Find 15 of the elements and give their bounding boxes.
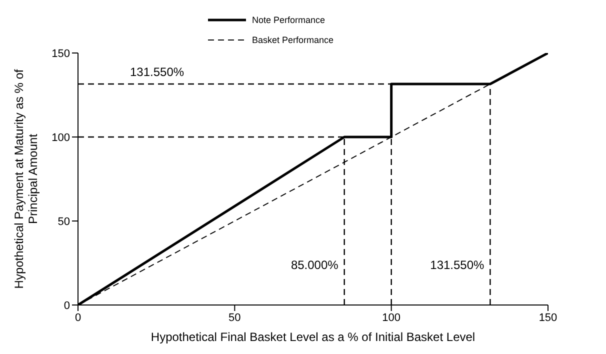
x-tick-label: 150 bbox=[538, 312, 558, 324]
x-tick-label: 50 bbox=[228, 312, 241, 324]
y-tick-label: 50 bbox=[58, 216, 70, 228]
y-axis-title: Hypothetical Payment at Maturity as % of Principal Amount bbox=[12, 68, 40, 289]
legend-label: Basket Performance bbox=[252, 34, 334, 47]
x-axis-title: Hypothetical Final Basket Level as a % of Initial Basket Level bbox=[150, 330, 476, 344]
y-tick-label: 100 bbox=[52, 132, 70, 144]
x-tick-label: 0 bbox=[74, 312, 82, 324]
x-tick-label: 100 bbox=[382, 312, 401, 324]
ref-line-label: 131.550% bbox=[130, 64, 184, 79]
ref-line-label: 85.000% bbox=[290, 258, 339, 272]
y-tick-label: 0 bbox=[64, 300, 70, 312]
y-tick-label: 150 bbox=[52, 48, 70, 60]
legend-label: Note Performance bbox=[252, 14, 326, 27]
ref-line-label: 131.550% bbox=[430, 258, 485, 272]
